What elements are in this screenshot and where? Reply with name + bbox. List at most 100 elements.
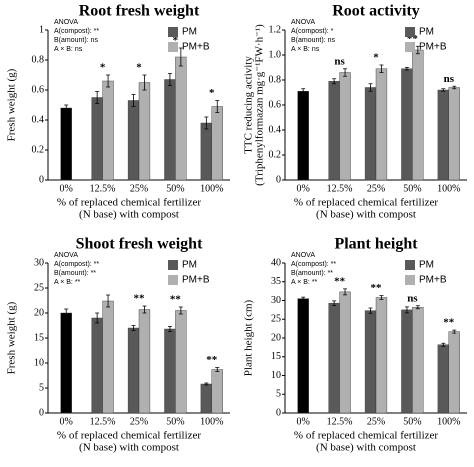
legend-swatch <box>168 275 178 285</box>
legend-swatch <box>405 27 415 37</box>
x-tick-label: 100% <box>437 183 460 194</box>
bar <box>102 80 114 181</box>
x-tick-label: 25% <box>367 416 385 427</box>
bar <box>437 89 450 181</box>
x-tick-label: 100% <box>200 416 223 427</box>
error-bar <box>131 325 136 331</box>
y-axis-label: (Triphenylformazan mg·g⁻¹FW·h⁻¹) <box>254 24 266 186</box>
bar <box>401 309 413 414</box>
error-bar <box>415 45 420 55</box>
error-bar <box>332 300 337 306</box>
significance-label: ns <box>334 55 345 67</box>
legend-label: PM <box>182 260 197 271</box>
bar <box>297 298 309 414</box>
legend-label: PM+B <box>182 275 210 286</box>
y-axis-label: Plant height (cm) <box>243 299 255 376</box>
error-bar <box>452 329 457 334</box>
error-bar <box>379 64 384 73</box>
bar <box>91 317 103 414</box>
x-tick-label: 0% <box>60 416 73 427</box>
y-tick-label: 0 <box>276 407 281 418</box>
bar <box>164 79 176 181</box>
error-bar <box>441 342 446 347</box>
y-tick-label: 0 <box>276 174 281 185</box>
y-tick-label: 15 <box>34 332 44 343</box>
significance-label: * <box>136 62 142 74</box>
error-bar <box>204 382 209 386</box>
error-bar <box>415 305 420 310</box>
error-bar <box>167 326 172 332</box>
x-tick-label: 0% <box>60 183 73 194</box>
y-tick-label: 0.4 <box>269 124 282 135</box>
legend-swatch <box>168 42 178 52</box>
bar <box>102 300 114 414</box>
legend-swatch <box>405 260 415 270</box>
error-bar <box>368 307 373 314</box>
y-tick-label: 0.6 <box>269 99 282 110</box>
x-tick-label: 12.5% <box>327 416 353 427</box>
error-bar <box>215 100 220 113</box>
bar <box>200 383 213 414</box>
annotation: A(compost): ** <box>291 261 336 268</box>
error-bar <box>368 83 373 92</box>
annotation: A(compost): ** <box>54 261 99 268</box>
y-tick-label: 0.2 <box>32 144 45 155</box>
error-bar <box>301 296 306 301</box>
error-bar <box>95 312 100 324</box>
legend-label: PM+B <box>419 275 447 286</box>
error-bar <box>106 74 111 88</box>
bar <box>412 49 424 181</box>
bar <box>364 87 377 181</box>
legend-swatch <box>405 275 415 285</box>
y-tick-label: 20 <box>271 332 281 343</box>
annotation: A(compost): ** <box>54 28 99 35</box>
error-bar <box>167 73 172 86</box>
bar <box>175 310 187 414</box>
error-bar <box>441 88 446 92</box>
x-tick-label: 100% <box>437 416 460 427</box>
y-tick-label: 35 <box>271 276 281 287</box>
legend-label: PM <box>419 27 434 38</box>
significance-label: ** <box>443 317 455 329</box>
bar <box>339 72 351 181</box>
annotation: A × B: ** <box>291 279 318 286</box>
legend-label: PM+B <box>419 42 447 53</box>
bar <box>175 56 187 181</box>
annotation: ANOVA <box>54 19 78 26</box>
legend-label: PM+B <box>182 42 210 53</box>
significance-label: ** <box>371 282 383 294</box>
significance-label: ** <box>206 354 218 366</box>
y-tick-label: 10 <box>34 357 44 368</box>
bar <box>211 369 223 414</box>
significance-label: * <box>373 52 379 64</box>
annotation: A × B: ** <box>54 279 81 286</box>
y-tick-label: 0.6 <box>32 84 45 95</box>
x-tick-label: 0% <box>297 416 310 427</box>
x-axis-label: % of replaced chemical fertilizer <box>57 197 201 209</box>
bar <box>339 291 351 414</box>
x-tick-label: 12.5% <box>327 183 353 194</box>
error-bar <box>215 367 220 372</box>
error-bar <box>142 305 147 314</box>
bar <box>91 97 103 181</box>
x-tick-label: 50% <box>166 183 184 194</box>
error-bar <box>379 295 384 300</box>
bar <box>164 328 176 414</box>
x-axis-label: % of replaced chemical fertilizer <box>294 430 438 442</box>
y-tick-label: 5 <box>276 389 281 400</box>
y-tick-label: 25 <box>271 314 281 325</box>
y-tick-label: 10 <box>271 370 281 381</box>
chart-title: Root activity <box>332 3 420 20</box>
x-tick-label: 25% <box>130 416 148 427</box>
y-tick-label: 1.0 <box>269 49 282 60</box>
y-axis-label: Fresh weight (g) <box>6 68 18 141</box>
annotation: ANOVA <box>291 252 315 259</box>
x-tick-label: 100% <box>200 183 223 194</box>
x-tick-label: 50% <box>166 416 184 427</box>
y-tick-label: 25 <box>34 282 44 293</box>
bar <box>127 327 140 414</box>
annotation: B(amount): ** <box>54 270 96 277</box>
error-bar <box>404 306 409 314</box>
error-bar <box>64 104 69 112</box>
